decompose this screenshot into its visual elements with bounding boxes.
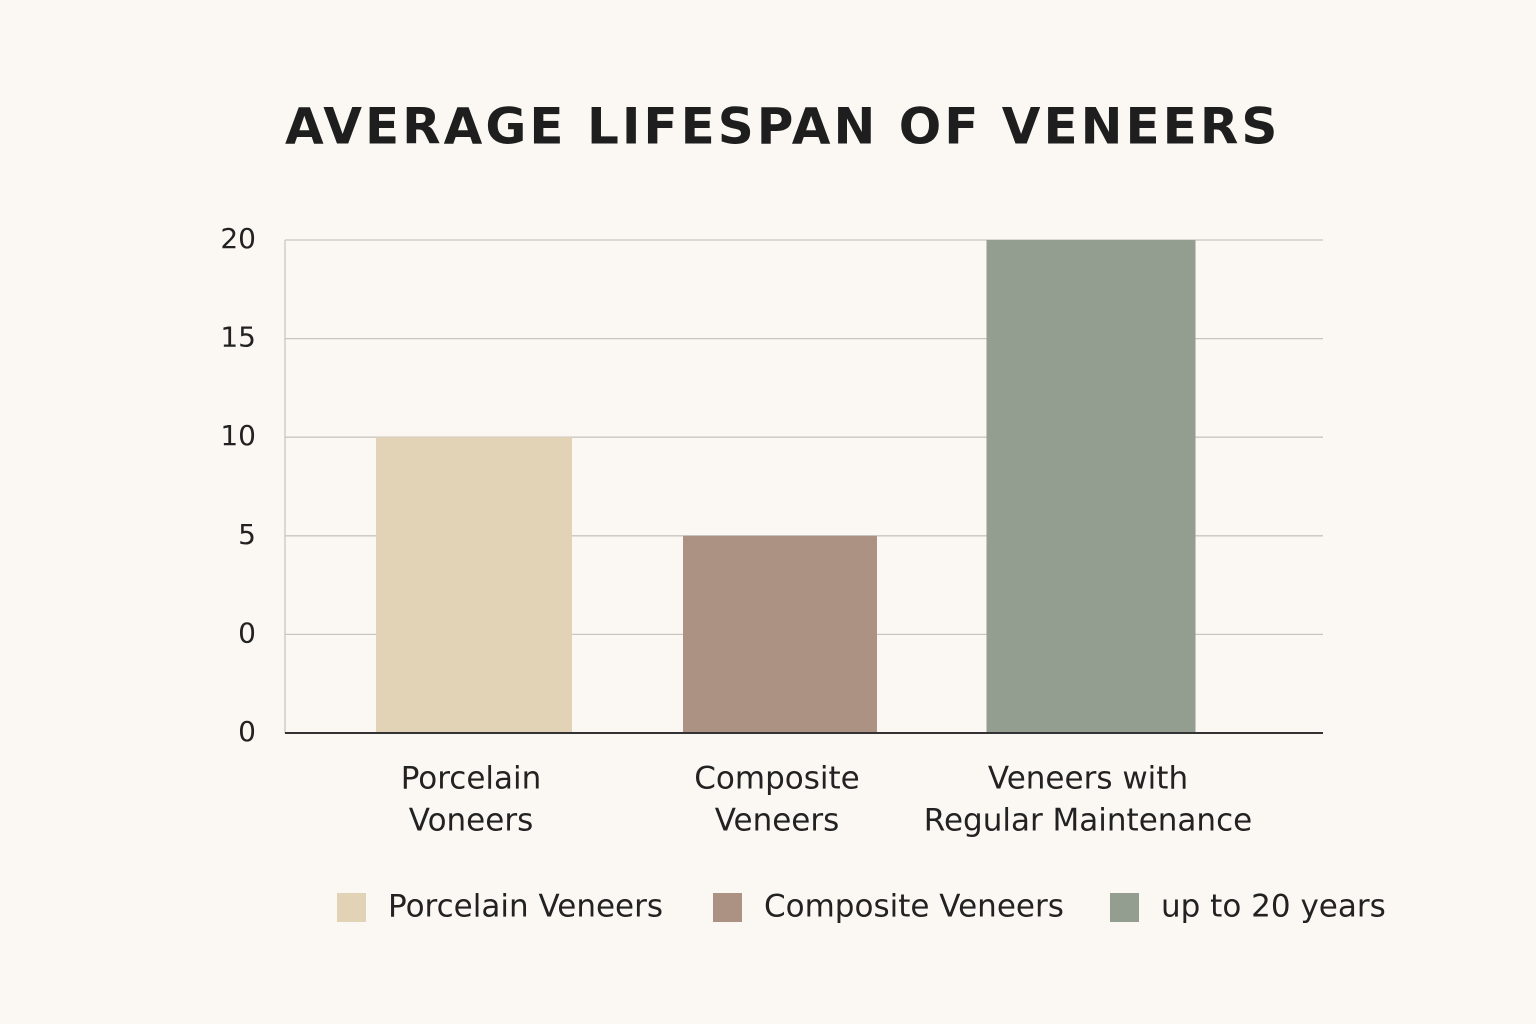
y-tick-label: 10 <box>220 419 256 452</box>
legend-swatch <box>337 893 366 922</box>
bar <box>683 535 877 733</box>
chart-title: AVERAGE LIFESPAN OF VENEERS <box>285 98 1280 156</box>
x-tick-label: Regular Maintenance <box>924 803 1252 839</box>
x-tick-label: Voneers <box>409 803 533 839</box>
bar <box>376 437 572 733</box>
x-tick-label: Veneers <box>715 803 840 839</box>
y-tick-label: 20 <box>220 222 256 255</box>
y-tick-label: 5 <box>238 518 256 551</box>
y-tick-label: 0 <box>238 715 256 748</box>
legend-swatch <box>713 893 742 922</box>
legend-label: Porcelain Veneers <box>388 889 663 925</box>
x-tick-label: Porcelain <box>401 761 542 797</box>
bar <box>986 240 1196 733</box>
legend-label: up to 20 years <box>1161 889 1386 925</box>
y-tick-label: 15 <box>220 321 256 354</box>
legend-swatch <box>1110 893 1139 922</box>
x-tick-label: Veneers with <box>988 761 1188 797</box>
y-tick-label: 0 <box>238 616 256 649</box>
x-tick-label: Composite <box>694 761 859 797</box>
legend-label: Composite Veneers <box>764 889 1064 925</box>
